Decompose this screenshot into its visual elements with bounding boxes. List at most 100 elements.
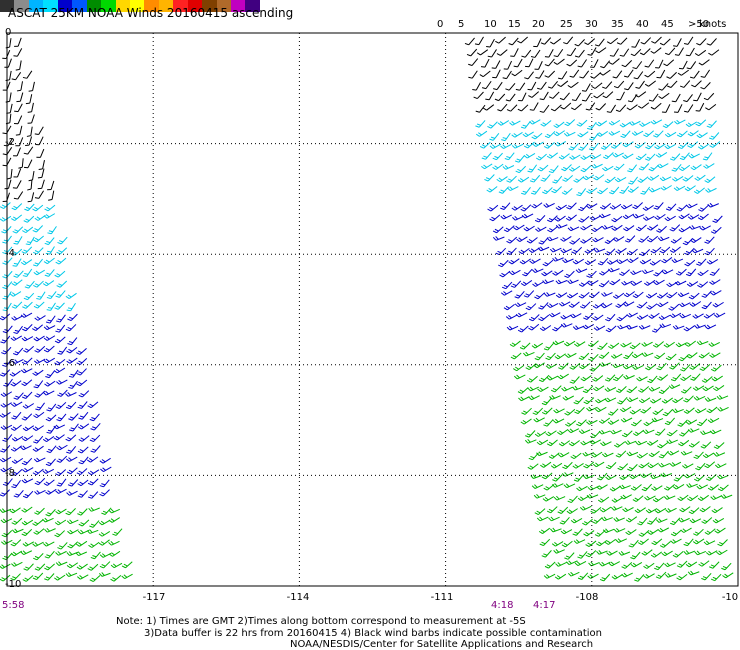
- wind-barb: [700, 82, 711, 90]
- wind-barb: [55, 290, 66, 298]
- wind-barb: [693, 395, 706, 401]
- scale-tick-label: 35: [611, 19, 624, 30]
- wind-barb: [534, 352, 545, 361]
- wind-barb: [630, 270, 642, 276]
- wind-barb: [23, 215, 35, 223]
- wind-barb: [23, 159, 33, 169]
- wind-barb: [604, 387, 617, 392]
- wind-barb: [538, 302, 549, 310]
- wind-barb: [720, 494, 733, 499]
- wind-barb: [523, 152, 536, 159]
- wind-barb: [76, 468, 88, 476]
- wind-barb: [33, 235, 44, 243]
- wind-barb: [557, 452, 570, 458]
- wind-barbs-layer: [0, 36, 734, 582]
- wind-barb: [656, 362, 667, 371]
- wind-barb: [627, 164, 637, 173]
- scale-swatch: [245, 0, 260, 12]
- wind-barb: [547, 80, 559, 89]
- map-title: ASCAT 25KM NOAA Winds 20160415 ascending: [8, 6, 294, 20]
- wind-barb: [43, 325, 56, 331]
- wind-barb: [677, 419, 688, 427]
- wind-barb: [619, 48, 630, 57]
- wind-barb: [656, 69, 666, 79]
- wind-barb: [468, 58, 479, 67]
- wind-barb: [23, 345, 35, 353]
- wind-barb: [590, 430, 601, 439]
- wind-barb: [13, 191, 24, 200]
- wind-barb: [539, 91, 549, 101]
- wind-barb: [706, 406, 718, 414]
- wind-barb: [513, 58, 523, 68]
- wind-barb: [552, 256, 564, 262]
- wind-barb: [616, 91, 625, 101]
- wind-barb: [574, 49, 585, 58]
- wind-barb: [587, 340, 599, 348]
- wind-barb: [15, 137, 24, 147]
- wind-barb: [4, 179, 12, 190]
- wind-barb: [683, 325, 695, 332]
- wind-barb: [495, 36, 506, 44]
- wind-barb: [2, 192, 10, 202]
- wind-barb: [647, 529, 659, 535]
- wind-barb: [586, 419, 598, 425]
- wind-barb: [622, 153, 634, 159]
- wind-barb: [528, 323, 540, 331]
- wind-barb: [636, 376, 648, 382]
- wind-barb: [87, 478, 99, 486]
- wind-barb: [694, 408, 707, 414]
- wind-barb: [631, 130, 644, 136]
- wind-barb: [698, 560, 710, 567]
- scale-unit-label: knots: [699, 19, 727, 30]
- wind-barb: [664, 417, 675, 426]
- wind-barb: [577, 59, 587, 68]
- wind-barb: [561, 386, 573, 392]
- wind-barb: [527, 463, 539, 470]
- wind-barb: [613, 163, 625, 171]
- wind-barb: [658, 450, 669, 459]
- wind-barb: [506, 175, 517, 183]
- wind-barb: [658, 92, 670, 99]
- wind-barb: [652, 408, 664, 415]
- wind-barb: [683, 538, 694, 547]
- wind-barb: [581, 93, 592, 102]
- wind-barb: [57, 542, 68, 550]
- wind-barb: [638, 386, 650, 393]
- wind-barb: [500, 290, 513, 296]
- wind-barb: [0, 563, 11, 569]
- wind-barb: [662, 408, 674, 417]
- wind-barb: [554, 353, 566, 360]
- wind-barb: [597, 257, 609, 266]
- wind-barb: [688, 507, 700, 515]
- wind-barb: [564, 119, 576, 127]
- wind-barb: [699, 506, 711, 513]
- wind-barb: [518, 247, 530, 255]
- wind-barb: [520, 204, 532, 212]
- wind-barb: [0, 369, 11, 377]
- wind-barb: [654, 143, 666, 150]
- wind-barb: [524, 438, 537, 444]
- wind-barb: [11, 457, 24, 464]
- wind-barb: [597, 472, 608, 481]
- wind-barb: [704, 236, 715, 244]
- y-tick-label: -6: [5, 358, 15, 369]
- wind-barb: [22, 425, 35, 432]
- wind-barb: [672, 408, 684, 414]
- wind-barb: [570, 518, 583, 524]
- wind-barb: [639, 248, 651, 257]
- wind-barb: [45, 315, 56, 324]
- wind-barb: [568, 301, 580, 308]
- wind-barb: [569, 376, 580, 384]
- wind-barb: [709, 429, 722, 435]
- wind-barb: [528, 395, 540, 401]
- wind-barb: [562, 461, 573, 470]
- wind-barb: [68, 413, 79, 421]
- wind-barb: [545, 352, 556, 361]
- wind-barb: [604, 374, 616, 382]
- wind-barb: [643, 420, 655, 427]
- wind-barb: [567, 495, 578, 504]
- wind-barb: [0, 466, 12, 473]
- wind-barb: [624, 440, 637, 445]
- wind-barb: [548, 452, 560, 459]
- wind-barb: [679, 429, 690, 437]
